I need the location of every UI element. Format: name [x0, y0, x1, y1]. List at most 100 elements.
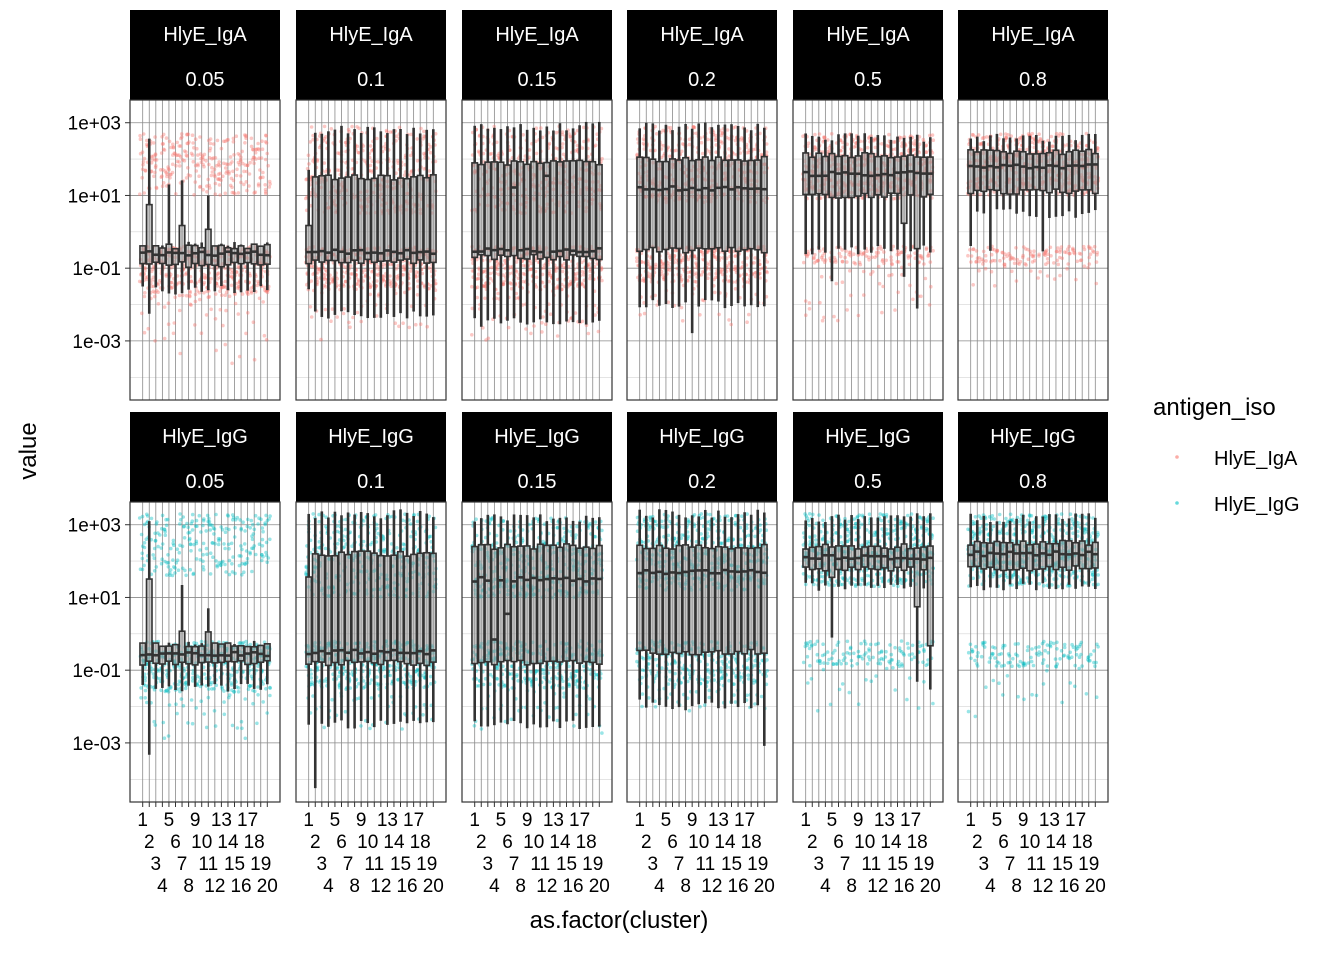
box: [655, 160, 663, 253]
data-point: [1058, 273, 1062, 278]
facet-strip: [296, 10, 446, 100]
data-point: [350, 124, 354, 129]
data-point: [802, 260, 806, 265]
box: [802, 152, 810, 196]
data-point: [247, 172, 252, 176]
data-point: [395, 158, 400, 163]
data-point: [179, 136, 183, 141]
box: [701, 156, 709, 250]
data-point: [151, 264, 156, 269]
data-point: [222, 284, 226, 288]
box: [217, 244, 225, 268]
data-point: [832, 314, 836, 319]
data-point: [714, 275, 718, 280]
data-point: [142, 563, 146, 568]
data-point: [843, 255, 847, 260]
data-point: [234, 173, 239, 178]
data-point: [989, 269, 994, 274]
data-point: [363, 159, 367, 163]
data-point: [315, 280, 320, 284]
data-point: [236, 264, 240, 269]
data-point: [210, 170, 215, 174]
data-point: [142, 541, 147, 545]
data-point: [381, 277, 386, 282]
y-tick-label: 1e+03: [68, 114, 121, 135]
data-point: [1032, 249, 1036, 253]
data-point: [264, 338, 269, 342]
box: [318, 174, 326, 263]
data-point: [202, 272, 206, 277]
box: [913, 156, 921, 250]
data-point: [820, 318, 825, 323]
data-point: [209, 307, 213, 312]
box: [747, 159, 755, 250]
data-point: [227, 294, 232, 299]
data-point: [969, 254, 974, 258]
box: [708, 159, 716, 250]
data-point: [1075, 259, 1079, 264]
data-point: [198, 152, 203, 156]
data-point: [356, 150, 361, 155]
data-point: [221, 174, 225, 179]
data-point: [317, 266, 322, 271]
data-point: [425, 324, 430, 329]
data-point: [359, 319, 364, 324]
data-point: [166, 301, 171, 306]
box: [861, 152, 869, 195]
data-point: [720, 130, 724, 135]
data-point: [561, 142, 565, 146]
data-point: [335, 277, 340, 281]
data-point: [144, 537, 149, 541]
data-point: [229, 176, 234, 181]
data-point: [163, 533, 168, 537]
box: [549, 160, 557, 261]
data-point: [252, 155, 257, 160]
box: [1091, 152, 1099, 195]
data-point: [267, 185, 272, 189]
data-point: [199, 156, 203, 161]
data-point: [151, 553, 155, 557]
data-point: [151, 267, 155, 271]
data-point: [818, 300, 822, 305]
data-point: [161, 132, 166, 137]
data-point: [226, 137, 230, 142]
data-point: [163, 529, 167, 534]
data-point: [142, 156, 147, 161]
data-point: [153, 290, 157, 295]
data-point: [725, 128, 730, 132]
box: [986, 149, 994, 191]
data-point: [267, 179, 272, 184]
data-point: [263, 288, 267, 293]
box: [741, 160, 749, 251]
data-point: [200, 155, 205, 160]
box: [695, 158, 703, 249]
box: [668, 158, 677, 249]
data-point: [539, 126, 543, 130]
data-point: [765, 270, 769, 275]
data-point: [880, 259, 885, 263]
strip-label-cutoff: 0.05: [186, 69, 225, 91]
data-point: [534, 275, 539, 280]
data-point: [198, 184, 203, 189]
data-point: [237, 354, 242, 359]
data-point: [168, 172, 172, 177]
data-point: [171, 153, 175, 157]
data-point: [308, 140, 313, 144]
data-point: [975, 256, 980, 261]
data-point: [1056, 262, 1061, 267]
data-point: [257, 147, 262, 152]
data-point: [219, 146, 224, 151]
data-point: [217, 177, 221, 182]
data-point: [1051, 144, 1055, 149]
data-point: [1005, 254, 1009, 259]
data-point: [907, 262, 912, 267]
data-point: [1000, 250, 1004, 255]
data-point: [228, 155, 233, 159]
strip-label-antigen: HlyE_IgA: [826, 24, 910, 46]
box: [250, 243, 258, 265]
data-point: [801, 134, 805, 138]
data-point: [239, 159, 243, 163]
data-point: [862, 293, 866, 297]
data-point: [149, 269, 154, 274]
data-point: [190, 133, 195, 137]
